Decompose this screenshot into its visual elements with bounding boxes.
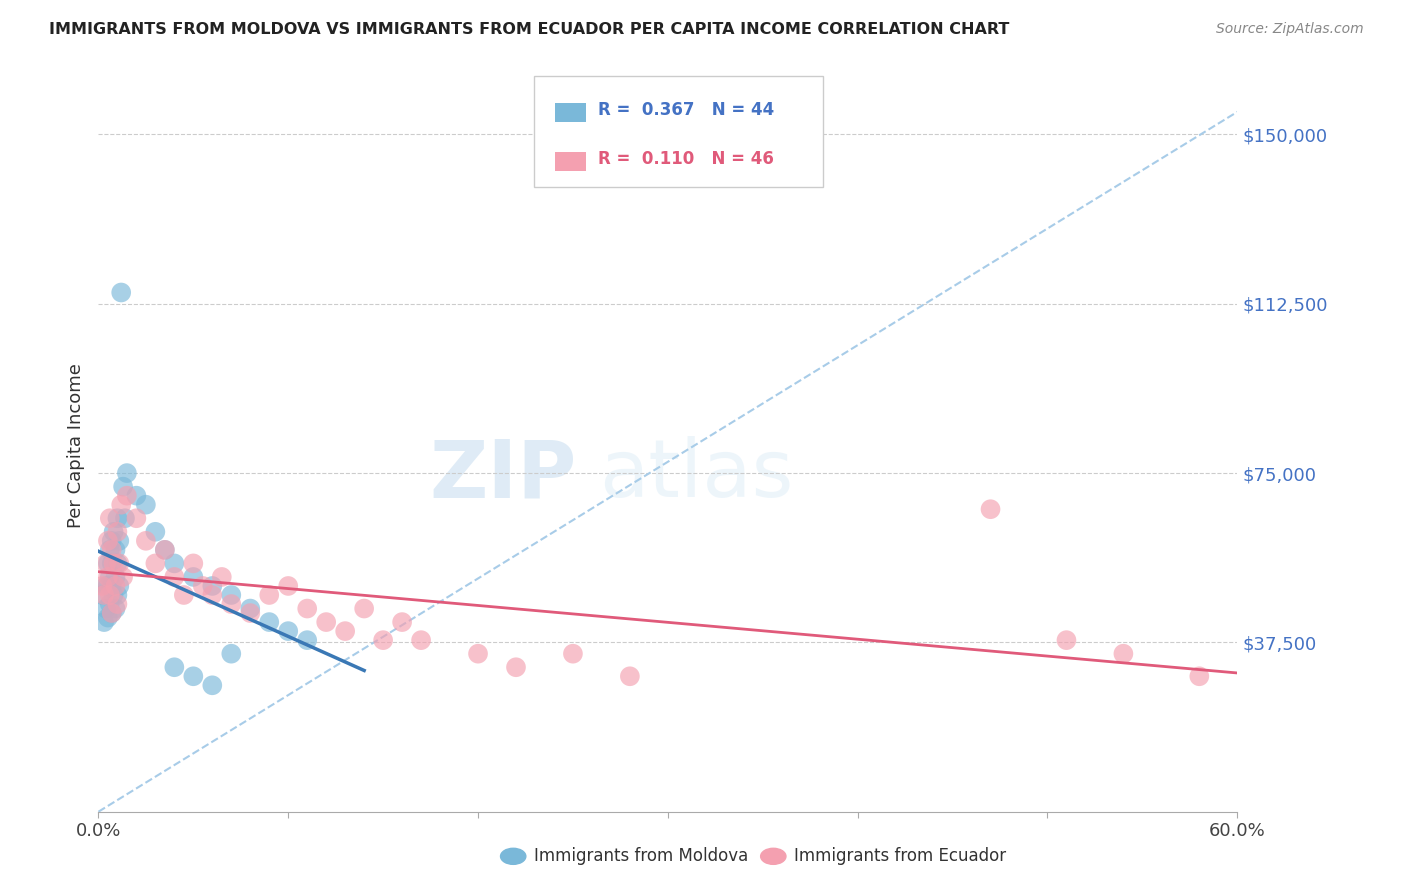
Point [153,542,176,557]
Point [259,588,281,602]
Point [191,579,214,593]
Point [100,606,122,620]
Point [107,557,129,571]
Text: Immigrants from Ecuador: Immigrants from Ecuador [794,847,1007,865]
Point [335,624,357,639]
Point [112,570,135,584]
Point [135,498,157,512]
Point [145,557,167,571]
Point [107,597,129,611]
Point [107,511,129,525]
Point [94,579,117,593]
Point [115,466,138,480]
Point [98,597,121,611]
Point [110,498,132,512]
Point [97,570,120,584]
Point [153,542,176,557]
Point [91,579,114,593]
Text: R =  0.110   N = 46: R = 0.110 N = 46 [598,150,773,168]
Point [104,579,127,593]
Point [163,660,186,674]
Point [277,624,299,639]
Point [979,502,1001,516]
Point [211,570,233,584]
Point [353,601,375,615]
Point [1112,647,1135,661]
Point [163,570,186,584]
Point [619,669,641,683]
Text: IMMIGRANTS FROM MOLDOVA VS IMMIGRANTS FROM ECUADOR PER CAPITA INCOME CORRELATION: IMMIGRANTS FROM MOLDOVA VS IMMIGRANTS FR… [49,22,1010,37]
Point [221,588,243,602]
Point [104,542,127,557]
Point [98,542,121,557]
Point [505,660,527,674]
Point [1188,669,1211,683]
Point [98,511,121,525]
Point [201,588,224,602]
Point [112,480,135,494]
Point [97,533,120,548]
Text: ZIP: ZIP [429,436,576,515]
Point [183,669,205,683]
Point [107,524,129,539]
Point [371,633,394,648]
Point [100,579,122,593]
Point [103,557,125,571]
Point [100,533,122,548]
Point [115,489,138,503]
Point [108,557,131,571]
Point [221,597,243,611]
Point [135,533,157,548]
Point [91,588,114,602]
Point [100,606,122,620]
Text: Immigrants from Moldova: Immigrants from Moldova [534,847,748,865]
Point [297,633,319,648]
Point [108,533,131,548]
Point [100,557,122,571]
Point [110,285,132,300]
Point [183,570,205,584]
Point [108,579,131,593]
Point [97,579,120,593]
Point [104,601,127,615]
Point [98,588,121,602]
Point [239,606,262,620]
Point [391,615,413,629]
Point [94,601,117,615]
Point [239,601,262,615]
Point [297,601,319,615]
Point [562,647,585,661]
Point [125,511,148,525]
Point [100,542,122,557]
Point [98,570,121,584]
Point [201,678,224,692]
Point [467,647,489,661]
Text: Source: ZipAtlas.com: Source: ZipAtlas.com [1216,22,1364,37]
Y-axis label: Per Capita Income: Per Capita Income [66,364,84,528]
Point [411,633,433,648]
Point [94,557,117,571]
Point [97,610,120,624]
Point [183,557,205,571]
Text: R =  0.367   N = 44: R = 0.367 N = 44 [598,101,773,119]
Point [145,524,167,539]
Point [259,615,281,629]
Point [173,588,195,602]
Point [125,489,148,503]
Point [315,615,337,629]
Point [114,511,136,525]
Text: atlas: atlas [599,436,794,515]
Point [221,647,243,661]
Point [103,524,125,539]
Point [201,579,224,593]
Point [163,557,186,571]
Point [93,588,115,602]
Point [104,570,127,584]
Point [107,588,129,602]
Point [93,615,115,629]
Point [103,588,125,602]
Point [1056,633,1078,648]
Point [97,557,120,571]
Point [277,579,299,593]
